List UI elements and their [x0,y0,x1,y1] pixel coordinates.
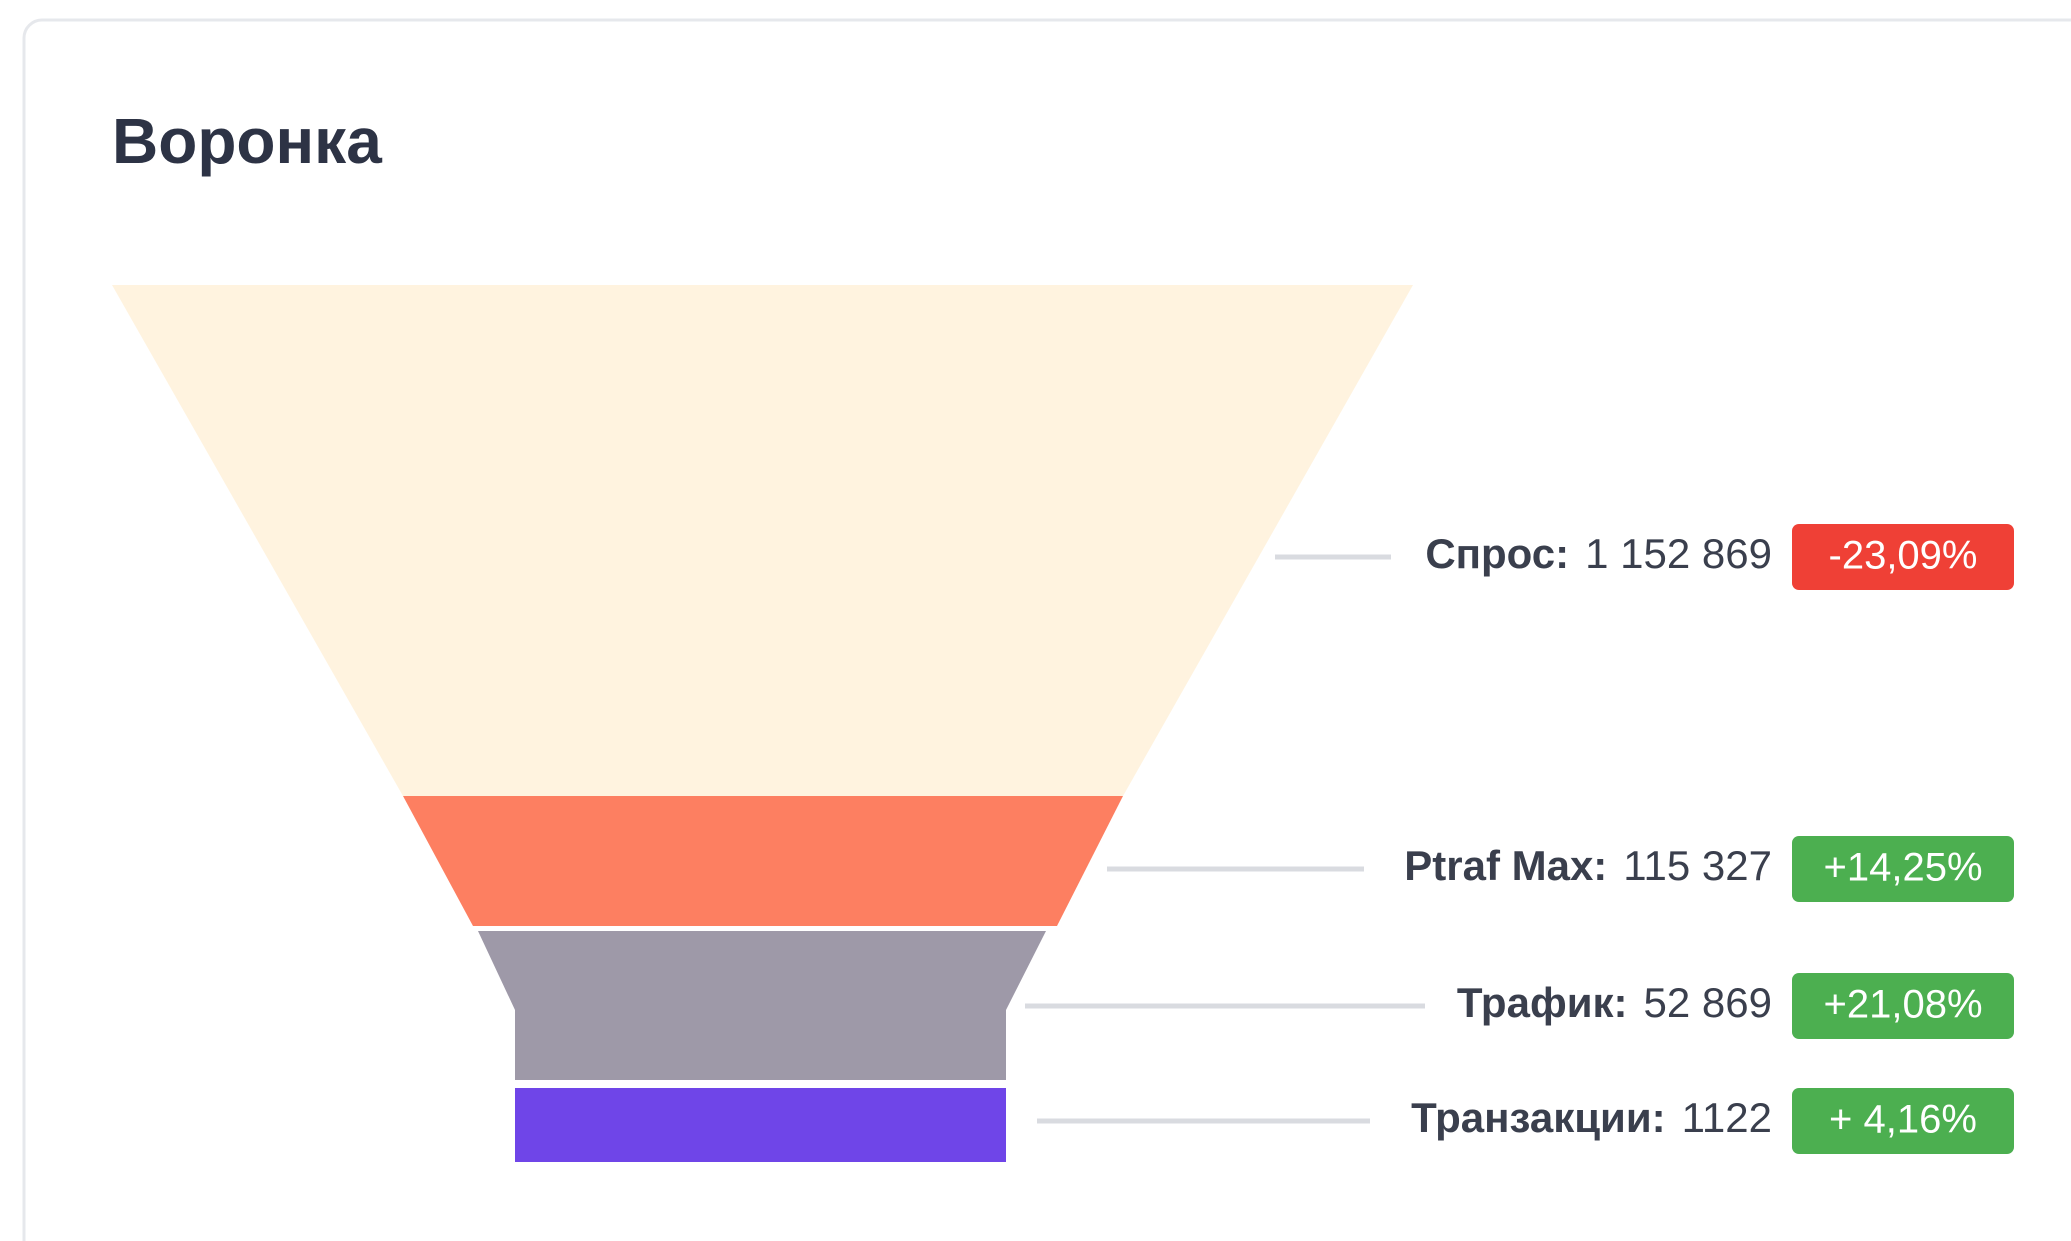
funnel-segment [112,285,1413,796]
change-label: +14,25% [1823,846,1982,890]
change-badge [1792,1088,2014,1154]
change-label: +21,08% [1823,983,1982,1027]
stage-value: 115 327 [1623,842,1772,889]
stage-name: Трафик: [1457,979,1628,1026]
stage-value: 1122 [1682,1094,1772,1141]
stage-name: Спрос: [1425,530,1569,577]
change-badge [1792,836,2014,902]
stage-value: 1 152 869 [1585,530,1772,577]
stage-label: Транзакции: 1122 [1411,1094,1772,1141]
funnel-segment [403,796,1123,926]
chart-title: Воронка [112,105,382,177]
stage-value: 52 869 [1644,979,1772,1026]
funnel-segment [478,931,1046,1080]
change-badge [1792,524,2014,590]
change-label: -23,09% [1829,534,1978,578]
change-badge [1792,973,2014,1039]
funnel-segment [515,1088,1006,1162]
change-label: + 4,16% [1829,1098,1977,1142]
stage-name: Ptraf Max: [1404,842,1607,889]
stage-label: Трафик: 52 869 [1457,979,1772,1026]
stage-name: Транзакции: [1411,1094,1666,1141]
stage-label: Ptraf Max: 115 327 [1404,842,1772,889]
stage-label: Спрос: 1 152 869 [1425,530,1772,577]
